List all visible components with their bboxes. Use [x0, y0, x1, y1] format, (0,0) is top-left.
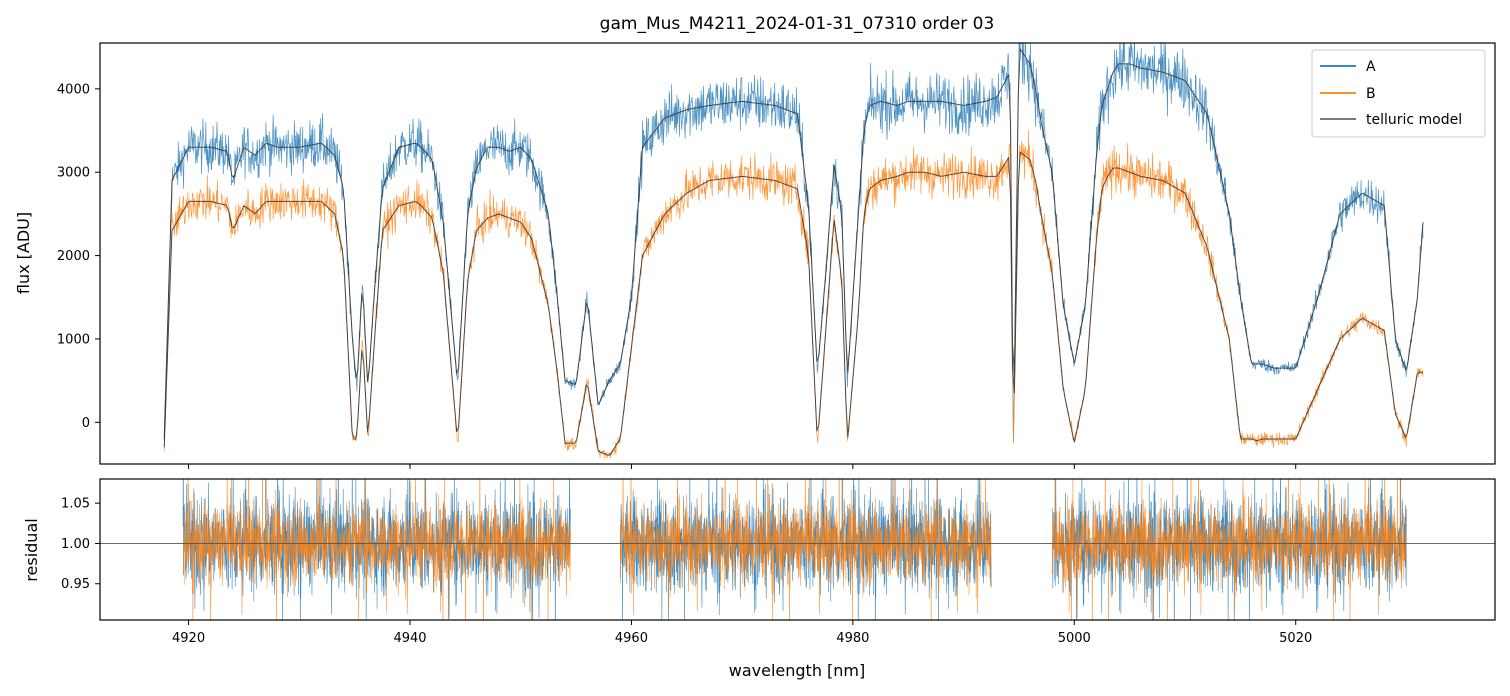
series-b-line: [163, 130, 1424, 459]
residual-xtick-label: 5000: [1058, 631, 1091, 646]
telluric-model-line-b: [163, 151, 1424, 456]
legend: A B telluric model: [1311, 49, 1486, 138]
legend-box: [1311, 49, 1486, 138]
flux-ytick-label: 2000: [57, 249, 90, 264]
residual-b-segment-1: [182, 479, 571, 620]
residual-ytick-label: 1.05: [61, 497, 90, 512]
x-axis-label: wavelength [nm]: [729, 661, 866, 680]
residual-xtick-label: 4960: [615, 631, 648, 646]
residual-b-segment-3: [1051, 479, 1407, 620]
flux-ytick-label: 1000: [57, 332, 90, 347]
residual-ytick-label: 0.95: [61, 577, 90, 592]
residual-xtick-label: 4980: [836, 631, 869, 646]
residual-panel-frame: [99, 478, 1496, 621]
residual-b-segment-2: [620, 479, 992, 620]
flux-ytick-label: 4000: [57, 82, 90, 97]
flux-ytick-label: 0: [82, 416, 90, 431]
legend-label-model: telluric model: [1366, 112, 1462, 128]
legend-label-a: A: [1366, 59, 1376, 75]
legend-label-b: B: [1366, 86, 1376, 102]
residual-ytick-label: 1.00: [61, 537, 90, 552]
chart-title: gam_Mus_M4211_2024-01-31_07310 order 03: [600, 14, 995, 34]
residual-xtick-label: 5020: [1279, 631, 1312, 646]
flux-panel-frame: [99, 42, 1496, 465]
y-axis-label-residual: residual: [22, 518, 41, 581]
telluric-model-line-a: [163, 47, 1424, 440]
residual-xtick-label: 4920: [172, 631, 205, 646]
flux-ytick-label: 3000: [57, 166, 90, 181]
flux-panel: 0 1000 2000 3000 4000 flux [ADU] A B telluri…: [14, 42, 1496, 469]
residual-xtick-label: 4940: [393, 631, 426, 646]
residual-a-segment-3: [1051, 479, 1407, 620]
y-axis-label-flux: flux [ADU]: [14, 212, 33, 294]
residual-panel: 0.95 1.00 1.05 4920 4940 4960 4980 5000 5020 res…: [22, 478, 1496, 680]
residual-a-segment-2: [620, 479, 992, 620]
